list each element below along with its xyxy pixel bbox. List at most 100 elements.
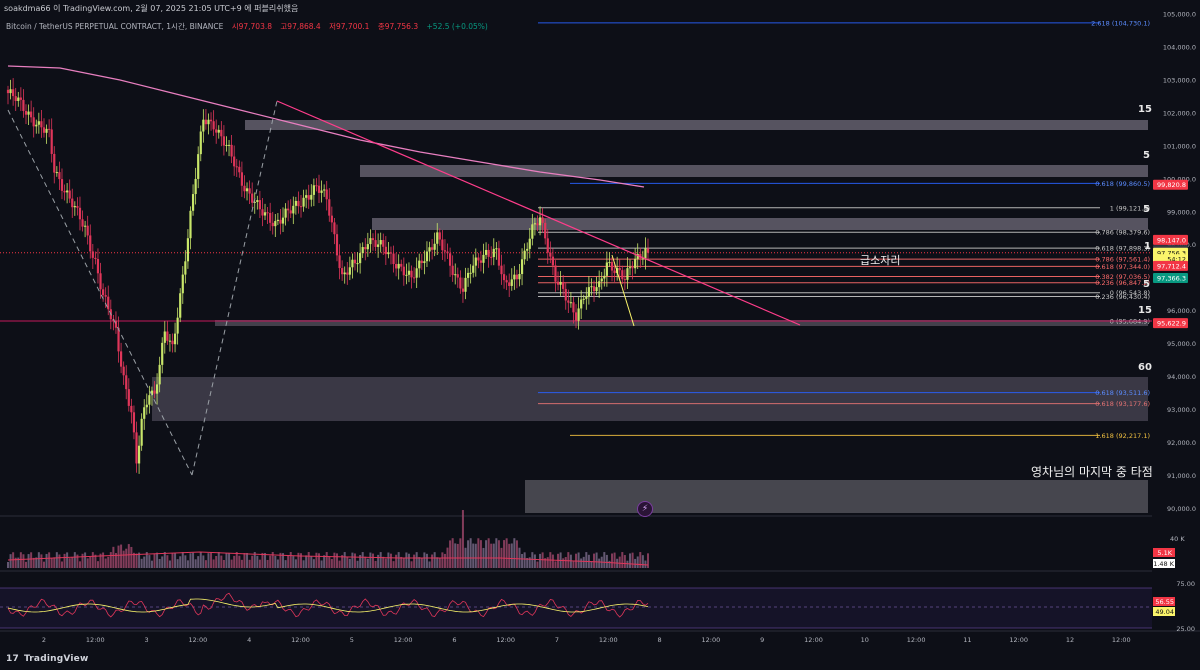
volume-bar	[197, 556, 200, 568]
candle-body	[125, 375, 128, 390]
candle-body	[251, 193, 254, 203]
volume-bar	[279, 552, 282, 568]
volume-bar	[78, 561, 81, 568]
candle-body	[495, 248, 498, 250]
candle-body	[191, 194, 195, 211]
volume-bar	[335, 553, 338, 568]
fib-label: 1 (99,121.4)	[1110, 204, 1150, 212]
candle-body	[425, 251, 429, 262]
volume-bar	[150, 560, 153, 568]
symbol-legend: Bitcoin / TetherUS PERPETUAL CONTRACT, 1…	[6, 21, 488, 32]
candle-body	[479, 260, 483, 263]
volume-bar	[158, 558, 161, 568]
volume-bar	[127, 544, 130, 568]
volume-bar	[407, 553, 410, 568]
projection-line	[191, 100, 278, 476]
candle-body	[310, 194, 313, 200]
candle-body	[276, 219, 279, 222]
volume-bar	[212, 559, 215, 568]
rsi-tag-label: 49.04	[1155, 608, 1174, 616]
time-tick: 5	[350, 636, 354, 644]
candle-body	[71, 198, 74, 208]
ohlc-close: 종97,756.3	[377, 22, 419, 31]
zone-box	[525, 480, 1148, 513]
volume-bar	[217, 552, 220, 568]
volume-bar	[192, 552, 195, 568]
timeframe-label: 15	[1138, 104, 1152, 115]
candle-body	[441, 239, 444, 251]
candle-body	[459, 277, 462, 289]
candle-body	[634, 258, 637, 269]
volume-bar	[518, 547, 521, 568]
candle-body	[536, 223, 539, 226]
volume-bar	[271, 552, 274, 568]
price-tick: 93,000.0	[1167, 406, 1196, 414]
volume-bar	[605, 554, 608, 568]
rsi-signal-line	[7, 598, 649, 613]
volume-bar	[523, 552, 526, 568]
volume-bar	[215, 556, 218, 568]
volume-bar	[521, 553, 524, 568]
volume-bar	[618, 556, 621, 568]
volume-bar	[238, 555, 241, 568]
price-tick: 101,000.0	[1163, 142, 1196, 150]
candle-body	[119, 351, 123, 367]
volume-bar	[292, 556, 295, 568]
volume-bar	[333, 552, 336, 568]
candle-body	[397, 263, 400, 269]
candle-body	[279, 219, 282, 224]
candle-body	[248, 188, 251, 194]
candle-body	[42, 127, 46, 133]
volume-bar	[443, 553, 446, 568]
candle-body	[30, 111, 33, 118]
flash-icon[interactable]: ⚡	[637, 501, 653, 517]
time-tick: 12:00	[599, 636, 618, 644]
zone-box	[245, 120, 1148, 130]
volume-bar	[621, 552, 624, 568]
volume-bar	[86, 558, 89, 568]
volume-bar	[379, 552, 382, 568]
candle-body	[572, 302, 575, 313]
volume-bar	[210, 552, 213, 568]
candle-body	[546, 238, 549, 253]
candle-body	[186, 238, 190, 262]
volume-ma-line	[7, 551, 649, 566]
candle-body	[27, 111, 30, 115]
candle-body	[446, 251, 449, 254]
price-tick: 99,000.0	[1167, 208, 1196, 216]
candle-body	[356, 263, 359, 265]
candle-body	[66, 190, 69, 193]
candle-body	[122, 366, 125, 376]
candle-body	[94, 257, 97, 260]
volume-bar	[564, 557, 567, 568]
volume-bar	[32, 557, 35, 568]
candle-body	[45, 128, 48, 133]
candle-body	[646, 248, 650, 253]
volume-bar	[76, 554, 79, 568]
volume-bar	[235, 552, 238, 568]
volume-bar	[168, 560, 171, 568]
time-tick: 12:00	[1009, 636, 1028, 644]
volume-bar	[163, 552, 166, 568]
time-tick: 4	[247, 636, 251, 644]
candle-body	[443, 250, 447, 252]
volume-bar	[58, 554, 61, 568]
candle-body	[544, 222, 547, 239]
volume-bar	[176, 559, 179, 568]
rsi-line	[7, 592, 649, 618]
wave-line	[611, 254, 635, 327]
candle-body	[194, 178, 197, 195]
candle-body	[132, 412, 136, 433]
price-tag-label: 98,147.0	[1157, 236, 1186, 244]
candle-body	[484, 249, 488, 255]
candle-body	[335, 234, 339, 256]
volume-bar	[153, 553, 156, 568]
timeframe-label: 15	[1138, 305, 1152, 316]
candle-body	[644, 248, 647, 259]
volume-bar	[454, 543, 457, 568]
volume-bar	[114, 552, 117, 568]
candle-body	[76, 206, 79, 208]
rsi-tick: 25.00	[1176, 625, 1195, 633]
volume-tag-label: 5.1K	[1157, 549, 1172, 557]
